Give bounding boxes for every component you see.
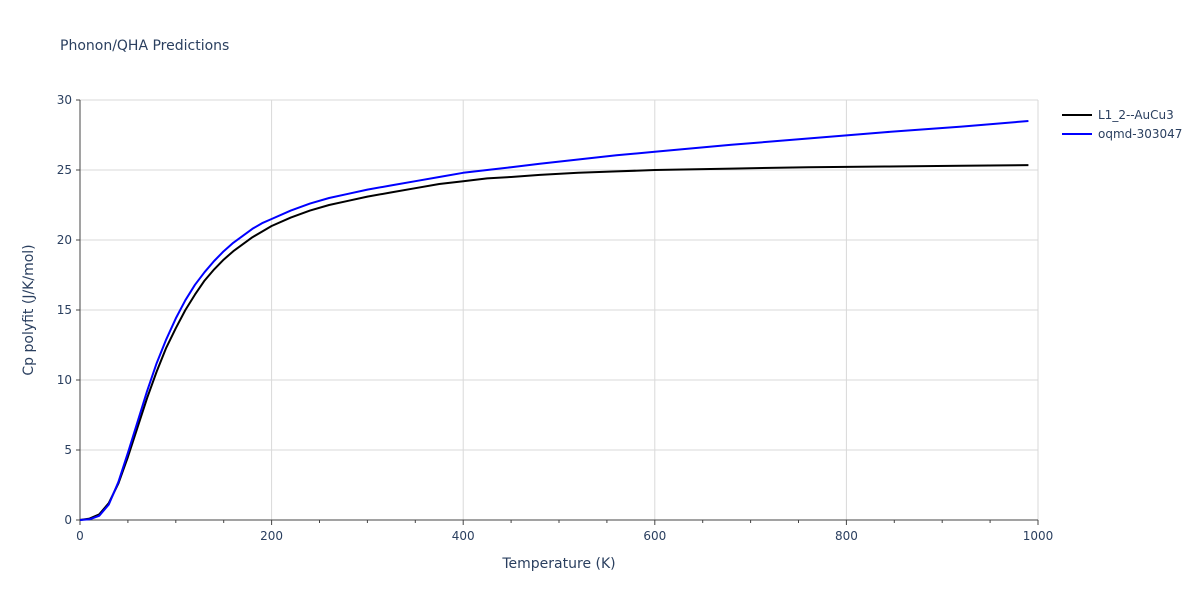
y-tick-label: 25: [57, 163, 72, 177]
y-tick-label: 10: [57, 373, 72, 387]
y-tick-label: 0: [64, 513, 72, 527]
y-tick-label: 15: [57, 303, 72, 317]
legend-item[interactable]: L1_2--AuCu3: [1062, 108, 1174, 122]
x-tick-label: 0: [76, 529, 84, 543]
x-tick-label: 800: [835, 529, 858, 543]
legend: L1_2--AuCu3 oqmd-303047: [1062, 108, 1182, 141]
x-axis-title: Temperature (K): [501, 556, 615, 572]
legend-label: L1_2--AuCu3: [1098, 108, 1174, 122]
x-tick-label: 1000: [1023, 529, 1054, 543]
grid: [80, 99, 1039, 520]
y-tick-label: 20: [57, 233, 72, 247]
legend-item[interactable]: oqmd-303047: [1062, 127, 1182, 141]
series-line-2: [79, 120, 1029, 521]
legend-label: oqmd-303047: [1098, 127, 1182, 141]
chart-title: Phonon/QHA Predictions: [60, 38, 229, 54]
y-axis-title: Cp polyfit (J/K/mol): [21, 244, 37, 375]
axes: 0 5 10 15 20 25 30 0 200 400 600 800 1000: [57, 93, 1054, 543]
x-tick-label: 600: [643, 529, 666, 543]
y-tick-label: 5: [64, 443, 72, 457]
x-tick-label: 200: [260, 529, 283, 543]
y-tick-label: 30: [57, 93, 72, 107]
series-line-1: [79, 164, 1029, 521]
series-layer: [79, 120, 1029, 521]
x-tick-label: 400: [452, 529, 475, 543]
